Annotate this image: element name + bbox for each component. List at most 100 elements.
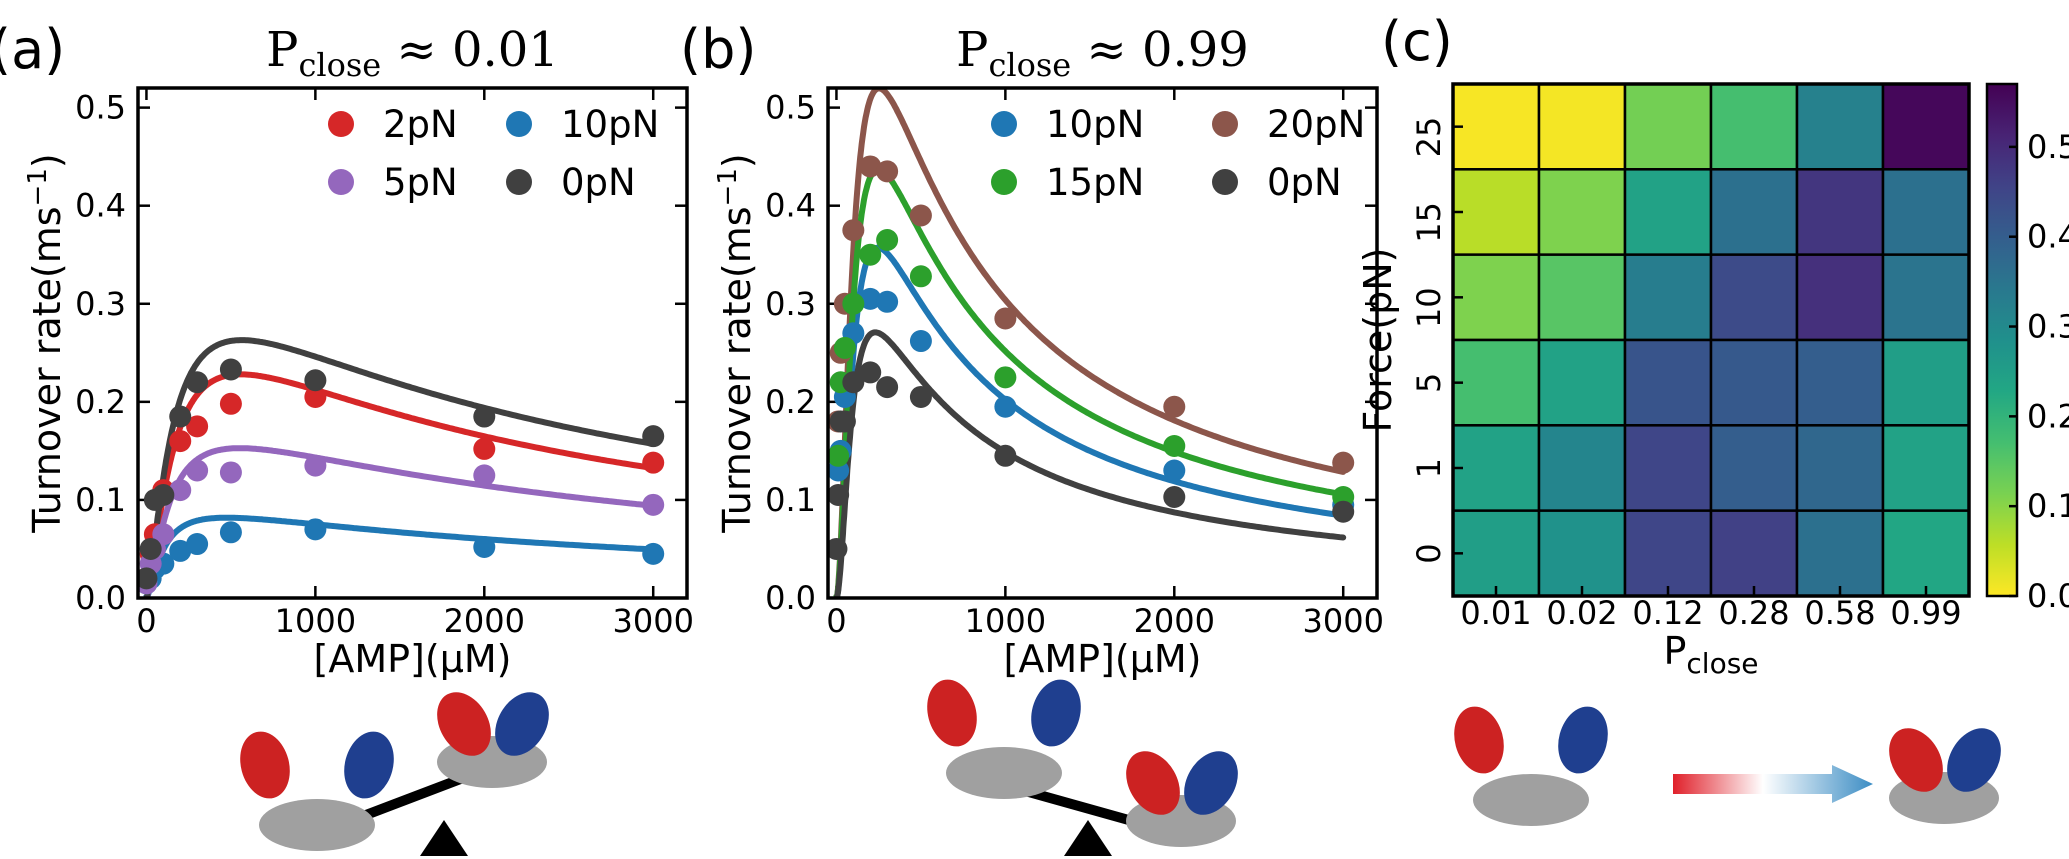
data-point-0pN xyxy=(1332,500,1355,523)
axes-frame xyxy=(136,86,689,600)
x-tick-label: 3000 xyxy=(1302,602,1383,640)
y-tick-label: 0.3 xyxy=(75,285,126,323)
data-point-0pN xyxy=(994,444,1017,467)
heatmap-cell xyxy=(1451,509,1541,598)
data-point-0pN xyxy=(473,405,496,428)
axes-frame xyxy=(826,86,1379,600)
data-point-0pN xyxy=(152,484,175,507)
data-point-20pN xyxy=(994,307,1017,330)
x-axis-label: Pclose xyxy=(1663,629,1758,680)
legend-label-0pN: 0pN xyxy=(561,161,636,204)
title-rest: ≈ 0.99 xyxy=(1071,22,1249,78)
closed-pair-b xyxy=(1126,751,1238,847)
data-point-20pN xyxy=(859,155,882,178)
data-point-15pN xyxy=(859,243,882,266)
legend-label-20pN: 20pN xyxy=(1267,103,1365,146)
data-point-20pN xyxy=(1332,451,1355,474)
heatmap-cell xyxy=(1795,82,1885,171)
x-tick-label: 0.99 xyxy=(1890,594,1961,632)
red-domain xyxy=(927,679,977,747)
data-point-10pN xyxy=(859,287,882,310)
data-point-2pN xyxy=(219,392,242,415)
heatmap-cell xyxy=(1795,253,1885,342)
heatmap-cell xyxy=(1709,82,1799,171)
heatmap-cell xyxy=(1537,168,1627,256)
data-point-15pN xyxy=(909,265,932,288)
heatmap-cell xyxy=(1709,424,1799,512)
data-point-5pN xyxy=(473,464,496,487)
y-tick-label: 1 xyxy=(1410,458,1448,478)
y-tick-label: 0.5 xyxy=(75,89,126,127)
colorbar-tick-label: 0.1 xyxy=(2027,487,2069,525)
data-point-0pN xyxy=(859,361,882,384)
blue-domain xyxy=(495,692,549,756)
y-tick-label: 0.5 xyxy=(765,89,816,127)
colorbar-tick-label: 0.2 xyxy=(2027,397,2069,435)
colorbar-tick-label: 0.3 xyxy=(2027,308,2069,346)
heatmap-cell xyxy=(1537,424,1627,512)
red-domain xyxy=(437,692,491,756)
heatmap-cell xyxy=(1795,168,1885,256)
heatmap-cell xyxy=(1709,338,1799,427)
heatmap-cell xyxy=(1537,509,1627,598)
data-point-0pN xyxy=(1163,485,1186,508)
legend-marker-5pN xyxy=(328,169,354,195)
y-tick-label: 0.4 xyxy=(75,187,126,225)
data-point-0pN xyxy=(186,371,209,394)
data-point-2pN xyxy=(642,451,665,474)
data-point-10pN xyxy=(642,542,665,565)
data-point-2pN xyxy=(169,430,192,453)
heatmap-cell xyxy=(1451,253,1541,342)
x-tick-label: 0 xyxy=(136,602,156,640)
heatmap-cell xyxy=(1709,168,1799,256)
data-point-2pN xyxy=(473,437,496,460)
heatmap-frame xyxy=(1451,82,1971,598)
blue-domain xyxy=(1031,679,1081,747)
heatmap-cell xyxy=(1881,338,1971,427)
red-domain xyxy=(1454,706,1504,774)
heatmap-cell xyxy=(1451,424,1541,512)
data-point-0pN xyxy=(828,484,850,507)
data-point-20pN xyxy=(909,204,932,227)
title-main: P xyxy=(956,22,988,78)
x-axis-label: [AMP](μM) xyxy=(314,637,512,681)
fulcrum xyxy=(420,820,468,856)
heatmap-cell xyxy=(1881,82,1971,171)
blue-domain xyxy=(1558,706,1608,774)
fit-line-15pN xyxy=(833,166,1347,598)
y-tick-label: 0.2 xyxy=(75,383,126,421)
blue-domain xyxy=(1947,728,2001,792)
legend-marker-10pN xyxy=(991,111,1017,137)
heatmap-cell xyxy=(1537,82,1627,171)
heatmap-cell xyxy=(1795,338,1885,427)
data-point-5pN xyxy=(186,459,209,482)
data-point-20pN xyxy=(1163,395,1186,418)
colorbar xyxy=(1985,82,2019,598)
data-point-20pN xyxy=(876,160,899,183)
panel-a: (a) Pclose ≈ 0.01 0 1000 2000 3000 0.0 0.1 0.2 0.… xyxy=(0,18,694,681)
y-tick-label: 10 xyxy=(1410,287,1448,328)
blue-domain xyxy=(344,731,394,799)
heatmap-cell xyxy=(1709,509,1799,598)
data-point-5pN xyxy=(169,479,192,502)
y-axis-label: Turnover rate(ms−1) xyxy=(23,153,69,533)
data-point-0pN xyxy=(876,376,899,399)
heatmap-cell xyxy=(1795,509,1885,598)
heatmap-cell xyxy=(1623,168,1713,256)
red-domain xyxy=(240,731,290,799)
data-point-10pN xyxy=(1163,459,1186,482)
data-point-15pN xyxy=(876,229,899,252)
legend-label-0pN: 0pN xyxy=(1267,161,1342,204)
x-tick-label: 3000 xyxy=(612,602,693,640)
red-domain xyxy=(1889,728,1943,792)
heatmap-cell xyxy=(1881,509,1971,598)
data-point-15pN xyxy=(833,336,856,359)
data-point-0pN xyxy=(138,567,158,590)
x-tick-label: 0.28 xyxy=(1718,594,1789,632)
open-pair-c xyxy=(1454,706,1608,826)
y-tick-label: 0.1 xyxy=(765,481,816,519)
heatmap-cell xyxy=(1451,338,1541,427)
panel-b: (b) Pclose ≈ 0.99 0 1000 2000 3000 0.0 0.1 0.2 0.… xyxy=(680,18,1384,681)
y-tick-label: 5 xyxy=(1410,373,1448,393)
